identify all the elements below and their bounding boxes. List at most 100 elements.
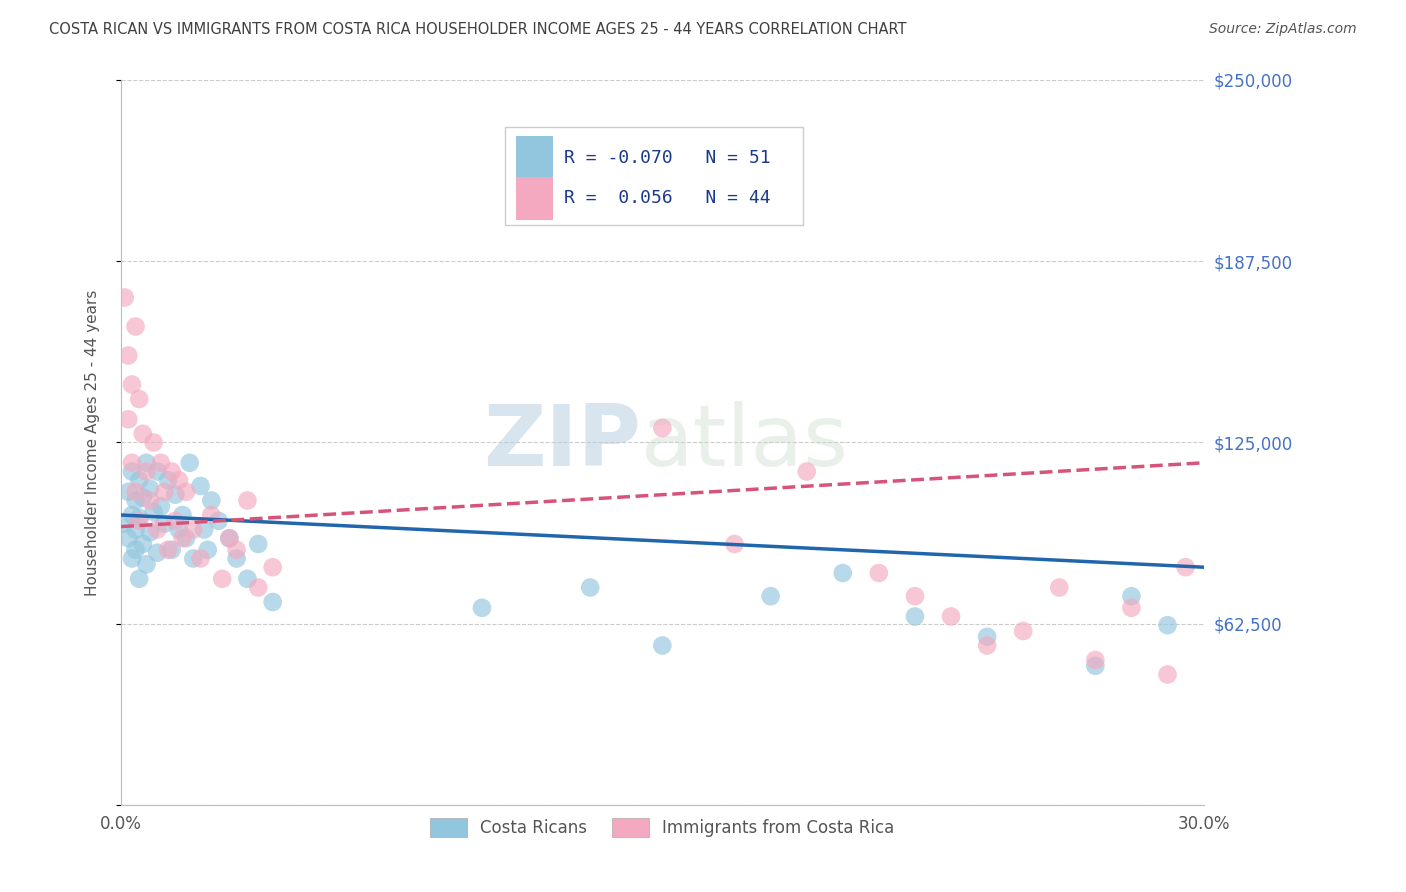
Point bbox=[651, 421, 673, 435]
Point bbox=[128, 514, 150, 528]
Point bbox=[139, 493, 162, 508]
Point bbox=[160, 465, 183, 479]
Point bbox=[1174, 560, 1197, 574]
Point bbox=[759, 589, 782, 603]
Point bbox=[172, 508, 194, 522]
FancyBboxPatch shape bbox=[516, 136, 553, 179]
Point bbox=[132, 426, 155, 441]
FancyBboxPatch shape bbox=[505, 127, 803, 225]
Point bbox=[904, 609, 927, 624]
Point bbox=[651, 639, 673, 653]
Point bbox=[121, 465, 143, 479]
Point bbox=[868, 566, 890, 580]
Point bbox=[1121, 600, 1143, 615]
Point bbox=[197, 542, 219, 557]
Text: Source: ZipAtlas.com: Source: ZipAtlas.com bbox=[1209, 22, 1357, 37]
Point bbox=[121, 377, 143, 392]
Point bbox=[247, 537, 270, 551]
Point bbox=[124, 523, 146, 537]
Point bbox=[146, 546, 169, 560]
Point bbox=[139, 525, 162, 540]
Point bbox=[132, 491, 155, 505]
Point bbox=[179, 456, 201, 470]
Point bbox=[939, 609, 962, 624]
Point bbox=[135, 456, 157, 470]
Point bbox=[1012, 624, 1035, 638]
Point bbox=[128, 473, 150, 487]
Point bbox=[236, 572, 259, 586]
Text: ZIP: ZIP bbox=[484, 401, 641, 484]
Point bbox=[121, 551, 143, 566]
Point bbox=[135, 558, 157, 572]
Point bbox=[142, 505, 165, 519]
Point bbox=[165, 514, 187, 528]
Point bbox=[146, 465, 169, 479]
Point bbox=[1084, 658, 1107, 673]
Point bbox=[262, 560, 284, 574]
Text: R = -0.070   N = 51: R = -0.070 N = 51 bbox=[564, 149, 770, 167]
Point bbox=[157, 473, 180, 487]
Point bbox=[1156, 667, 1178, 681]
Point bbox=[200, 493, 222, 508]
Point bbox=[190, 479, 212, 493]
Point bbox=[723, 537, 745, 551]
Point bbox=[193, 523, 215, 537]
Point bbox=[146, 523, 169, 537]
Point bbox=[132, 537, 155, 551]
Point bbox=[207, 514, 229, 528]
Point bbox=[114, 291, 136, 305]
Point bbox=[225, 551, 247, 566]
Point bbox=[190, 551, 212, 566]
Text: R =  0.056   N = 44: R = 0.056 N = 44 bbox=[564, 189, 770, 207]
Point bbox=[181, 551, 204, 566]
Point bbox=[174, 484, 197, 499]
Point bbox=[117, 412, 139, 426]
Point bbox=[218, 531, 240, 545]
Point bbox=[167, 473, 190, 487]
Point bbox=[225, 542, 247, 557]
Point bbox=[976, 639, 998, 653]
Point bbox=[172, 531, 194, 545]
Point bbox=[153, 484, 176, 499]
Point bbox=[218, 531, 240, 545]
Point bbox=[124, 484, 146, 499]
Point bbox=[976, 630, 998, 644]
Text: COSTA RICAN VS IMMIGRANTS FROM COSTA RICA HOUSEHOLDER INCOME AGES 25 - 44 YEARS : COSTA RICAN VS IMMIGRANTS FROM COSTA RIC… bbox=[49, 22, 907, 37]
Point bbox=[153, 516, 176, 531]
Point bbox=[124, 493, 146, 508]
Point bbox=[247, 581, 270, 595]
Point bbox=[1156, 618, 1178, 632]
Point bbox=[165, 488, 187, 502]
Point bbox=[128, 572, 150, 586]
Point bbox=[142, 435, 165, 450]
Point bbox=[157, 542, 180, 557]
Point bbox=[128, 511, 150, 525]
Y-axis label: Householder Income Ages 25 - 44 years: Householder Income Ages 25 - 44 years bbox=[86, 289, 100, 596]
Point bbox=[174, 531, 197, 545]
Point bbox=[114, 516, 136, 531]
Point bbox=[160, 542, 183, 557]
Point bbox=[1047, 581, 1070, 595]
Point bbox=[262, 595, 284, 609]
Point bbox=[211, 572, 233, 586]
Point bbox=[200, 508, 222, 522]
Point bbox=[796, 465, 818, 479]
Point bbox=[149, 500, 172, 514]
Point bbox=[831, 566, 853, 580]
Point bbox=[236, 493, 259, 508]
Point bbox=[149, 456, 172, 470]
Legend: Costa Ricans, Immigrants from Costa Rica: Costa Ricans, Immigrants from Costa Rica bbox=[423, 811, 901, 844]
Point bbox=[117, 484, 139, 499]
Point bbox=[471, 600, 494, 615]
Point bbox=[121, 456, 143, 470]
Point bbox=[167, 523, 190, 537]
Point bbox=[139, 482, 162, 496]
Point bbox=[117, 531, 139, 545]
Point bbox=[135, 465, 157, 479]
Point bbox=[124, 542, 146, 557]
Point bbox=[904, 589, 927, 603]
FancyBboxPatch shape bbox=[516, 177, 553, 219]
Point bbox=[1121, 589, 1143, 603]
Text: atlas: atlas bbox=[641, 401, 849, 484]
Point bbox=[181, 523, 204, 537]
